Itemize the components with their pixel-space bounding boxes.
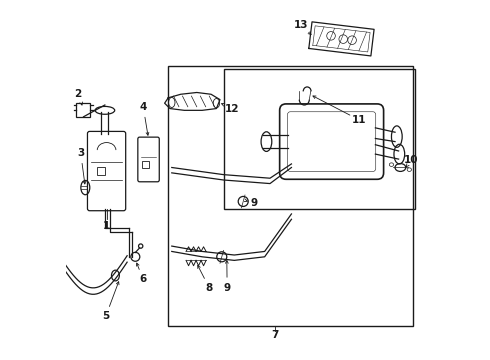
Text: 11: 11	[352, 115, 367, 125]
Text: 13: 13	[294, 20, 308, 30]
Text: 5: 5	[102, 311, 109, 321]
Bar	[223, 69, 415, 208]
Bar	[76, 103, 90, 117]
Text: 1: 1	[103, 221, 110, 231]
Text: 12: 12	[225, 104, 240, 113]
Text: 4: 4	[140, 102, 147, 112]
Bar	[142, 161, 149, 168]
Bar	[97, 167, 105, 175]
Text: 7: 7	[271, 330, 279, 341]
Text: 9: 9	[223, 283, 231, 293]
Text: 9: 9	[250, 198, 257, 208]
Text: 6: 6	[140, 274, 147, 284]
Bar	[168, 66, 413, 327]
Text: 10: 10	[404, 156, 418, 165]
Text: 2: 2	[74, 89, 82, 99]
Text: 8: 8	[206, 283, 213, 293]
Text: 3: 3	[77, 148, 84, 158]
